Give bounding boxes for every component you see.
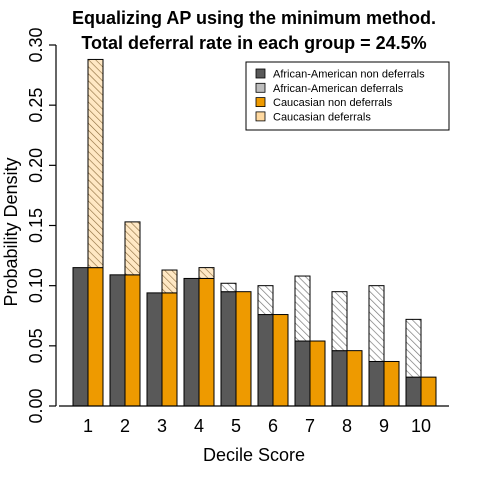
bar-cau-non-7 <box>309 340 326 407</box>
legend-label-4: Caucasian deferrals <box>273 111 371 123</box>
bar-aa-non-8 <box>331 350 348 407</box>
bar-aa-non-3 <box>146 292 163 407</box>
bar-cau-non-8 <box>346 350 363 407</box>
bar-cau-def-3 <box>161 269 178 294</box>
x-axis-label: Decile Score <box>203 445 305 465</box>
bar-cau-def-4 <box>198 267 215 279</box>
x-tick-label-1: 1 <box>83 416 93 436</box>
legend-label-3: Caucasian non deferrals <box>273 97 393 109</box>
bar-aa-def-8 <box>331 291 348 352</box>
x-tick-label-2: 2 <box>120 416 130 436</box>
legend-label-1: African-American non deferrals <box>273 69 425 81</box>
legend-label-2: African-American deferrals <box>273 83 404 95</box>
x-tick-label-3: 3 <box>157 416 167 436</box>
y-tick-label-0.30: 0.30 <box>26 27 46 62</box>
bar-cau-non-3 <box>161 292 178 407</box>
y-tick-label-0.00: 0.00 <box>26 388 46 423</box>
x-tick-label-7: 7 <box>305 416 315 436</box>
x-tick-label-8: 8 <box>342 416 352 436</box>
x-tick-label-6: 6 <box>268 416 278 436</box>
bar-cau-non-10 <box>420 376 437 407</box>
y-tick-label-0.15: 0.15 <box>26 208 46 243</box>
bar-aa-non-7 <box>294 340 311 407</box>
bar-cau-def-2 <box>124 221 141 276</box>
bar-aa-def-7 <box>294 275 311 342</box>
y-axis: 0.00 0.05 0.10 0.15 0.20 0.25 0.30 <box>26 27 57 424</box>
bar-cau-non-9 <box>383 360 400 407</box>
bar-aa-non-10 <box>405 376 422 407</box>
legend-swatch-1 <box>255 68 266 79</box>
x-axis: 1 2 3 4 5 6 7 8 9 10 <box>59 405 449 436</box>
bar-aa-def-5 <box>220 282 237 293</box>
x-tick-label-10: 10 <box>411 416 431 436</box>
y-tick-label-0.10: 0.10 <box>26 268 46 303</box>
bar-cau-non-5 <box>235 291 252 407</box>
legend-swatch-2 <box>255 82 266 93</box>
chart-subtitle: Total deferral rate in each group = 24.5… <box>81 33 426 53</box>
bar-aa-non-5 <box>220 291 237 407</box>
bar-aa-def-6 <box>257 285 274 316</box>
bar-aa-def-9 <box>368 285 385 362</box>
legend-box <box>245 61 450 131</box>
bar-aa-non-1 <box>72 267 89 407</box>
x-tick-label-4: 4 <box>194 416 204 436</box>
bar-cau-non-4 <box>198 277 215 407</box>
legend-swatch-4 <box>255 111 266 122</box>
bar-aa-non-2 <box>109 274 126 407</box>
bar-cau-non-1 <box>87 267 104 407</box>
bar-cau-def-1 <box>87 58 104 269</box>
bar-aa-non-9 <box>368 360 385 407</box>
x-tick-label-9: 9 <box>379 416 389 436</box>
x-tick-label-5: 5 <box>231 416 241 436</box>
bar-aa-non-4 <box>183 277 200 407</box>
y-tick-label-0.05: 0.05 <box>26 328 46 363</box>
bar-aa-non-6 <box>257 314 274 407</box>
y-tick-label-0.20: 0.20 <box>26 148 46 183</box>
bar-aa-def-10 <box>405 318 422 378</box>
y-axis-label: Probability Density <box>1 157 21 306</box>
chart-title: Equalizing AP using the minimum method. <box>72 8 436 28</box>
bars-group <box>72 58 437 407</box>
legend-swatch-3 <box>255 97 266 107</box>
bar-cau-non-6 <box>272 314 289 407</box>
legend: African-American non deferrals African-Am… <box>245 61 450 131</box>
y-tick-label-0.25: 0.25 <box>26 88 46 123</box>
bar-cau-non-2 <box>124 274 141 407</box>
